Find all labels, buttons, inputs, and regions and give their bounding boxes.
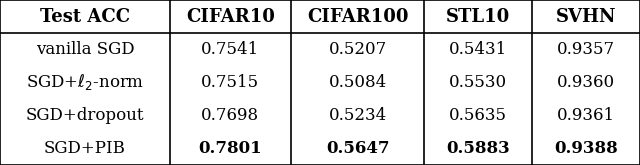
Text: CIFAR100: CIFAR100 [307,7,408,26]
Text: 0.7698: 0.7698 [201,107,259,124]
Text: 0.5084: 0.5084 [328,74,387,91]
Text: 0.7541: 0.7541 [201,41,259,58]
Text: 0.5234: 0.5234 [328,107,387,124]
Text: 0.7515: 0.7515 [201,74,259,91]
Text: 0.5207: 0.5207 [328,41,387,58]
Text: 0.9388: 0.9388 [554,140,618,157]
Text: 0.9361: 0.9361 [557,107,615,124]
Text: Test ACC: Test ACC [40,7,130,26]
Text: vanilla SGD: vanilla SGD [36,41,134,58]
Text: 0.9357: 0.9357 [557,41,615,58]
Text: 0.5647: 0.5647 [326,140,389,157]
Text: 0.5883: 0.5883 [447,140,510,157]
Text: STL10: STL10 [446,7,511,26]
Text: 0.5635: 0.5635 [449,107,508,124]
Text: 0.5530: 0.5530 [449,74,508,91]
Text: SGD+PIB: SGD+PIB [44,140,126,157]
Text: CIFAR10: CIFAR10 [186,7,275,26]
Text: SVHN: SVHN [556,7,616,26]
Text: 0.9360: 0.9360 [557,74,615,91]
Text: SGD+$\ell_2$-norm: SGD+$\ell_2$-norm [26,72,144,93]
Text: 0.5431: 0.5431 [449,41,508,58]
Text: 0.7801: 0.7801 [198,140,262,157]
Text: SGD+dropout: SGD+dropout [26,107,144,124]
